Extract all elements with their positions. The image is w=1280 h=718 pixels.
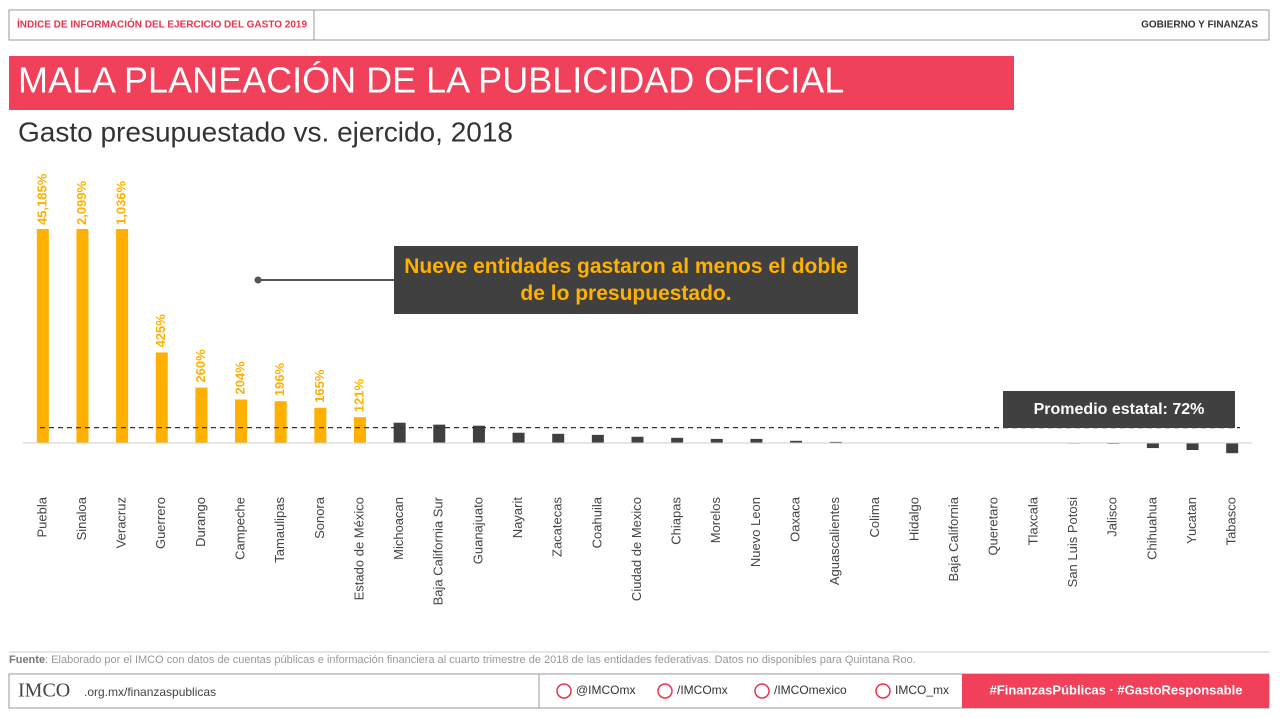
header-right: GOBIERNO Y FINANZAS (1141, 20, 1258, 31)
x-tick-label: Nayarit (510, 497, 525, 539)
hashtag-box (962, 674, 1269, 708)
x-tick-label: Baja California (946, 496, 961, 581)
x-tick-label: Yucatan (1184, 497, 1199, 544)
x-tick-label: Coahuila (589, 496, 604, 548)
bar (631, 436, 644, 443)
x-tick-label: Estado de México (351, 497, 366, 600)
value-label: 204% (232, 361, 247, 395)
x-tick-label: Sinaloa (74, 496, 89, 540)
facebook-icon (657, 683, 673, 699)
chart-title: MALA PLANEACIÓN DE LA PUBLICIDAD OFICIAL (18, 60, 844, 101)
x-tick-label: Sonora (312, 496, 327, 539)
header-left: ÍNDICE DE INFORMACIÓN DEL EJERCICIO DEL … (17, 18, 307, 31)
x-tick-label: Jalisco (1105, 497, 1120, 537)
x-tick-label: Chihuahua (1144, 496, 1159, 560)
x-tick-label: Tamaulipas (272, 497, 287, 563)
x-tick-label: Aguascalientes (827, 497, 842, 586)
x-tick-label: Guerrero (153, 497, 168, 549)
x-tick-label: Morelos (708, 497, 723, 544)
value-label: 260% (193, 349, 208, 383)
x-tick-label: Durango (193, 497, 208, 547)
x-tick-label: Ciudad de Mexico (629, 497, 644, 601)
footer-logo: IMCO (18, 680, 70, 702)
footer-instagram[interactable]: IMCO_mx (895, 683, 949, 697)
annotation: Nueve entidades gastaron al menos el dob… (404, 255, 848, 305)
bar (76, 229, 89, 443)
bar (1226, 442, 1239, 454)
instagram-icon (875, 683, 891, 699)
source-text: : Elaborado por el IMCO con datos de cue… (45, 654, 916, 666)
annotation-box (394, 246, 858, 314)
source: Fuente: Elaborado por el IMCO con datos … (9, 654, 916, 666)
bar (472, 425, 485, 443)
x-tick-label: San Luis Potosi (1065, 497, 1080, 587)
x-tick-label: Veracruz (114, 497, 129, 548)
twitter-icon (556, 683, 572, 699)
bar (591, 434, 604, 443)
bar (155, 352, 168, 443)
x-tick-label: Nuevo Leon (748, 497, 763, 567)
plot-area (36, 229, 1239, 454)
x-tick-label: Puebla (34, 496, 49, 537)
bar (353, 417, 366, 443)
value-label: 45,185% (34, 173, 49, 225)
bar (195, 387, 208, 443)
bar (1186, 442, 1199, 450)
chart-subtitle: Gasto presupuestado vs. ejercido, 2018 (18, 116, 513, 147)
bar (274, 401, 287, 443)
header-frame (8, 9, 1270, 41)
title-banner (9, 56, 1014, 110)
x-tick-label: Oaxaca (788, 496, 803, 542)
bar (36, 229, 49, 443)
bar (314, 407, 327, 443)
reference-box (1003, 391, 1235, 428)
reference-label: Promedio estatal: 72% (1034, 401, 1205, 418)
x-tick-label: Tabasco (1224, 497, 1239, 545)
bar (790, 440, 803, 443)
youtube-icon (754, 683, 770, 699)
footer-url: .org.mx/finanzaspublicas (84, 685, 216, 699)
value-label: 165% (312, 369, 327, 403)
annotation-wrap: Nueve entidades gastaron al menos el dob… (404, 255, 848, 305)
x-tick-label: Chiapas (669, 497, 684, 545)
x-tick-label: Tlaxcala (1025, 496, 1040, 545)
bar (512, 432, 525, 443)
value-label: 121% (351, 378, 366, 412)
value-label: 425% (153, 314, 168, 348)
x-tick-label: Baja California Sur (431, 496, 446, 605)
bar (710, 438, 723, 443)
annotation-dot (254, 276, 262, 284)
footer-facebook[interactable]: /IMCOmx (677, 683, 728, 697)
bar (393, 422, 406, 443)
footer-youtube[interactable]: /IMCOmexico (774, 683, 847, 697)
footer-twitter[interactable]: @IMCOmx (576, 683, 636, 697)
value-label: 1,036% (114, 180, 129, 225)
value-label: 2,099% (74, 180, 89, 225)
bar (116, 229, 129, 443)
x-tick-label: Colima (867, 496, 882, 537)
bar (552, 433, 565, 443)
bar (750, 438, 763, 443)
footer-hashtags: #FinanzasPúblicas · #GastoResponsable (990, 682, 1243, 697)
bar (1146, 442, 1159, 449)
bar (235, 399, 248, 443)
x-tick-label: Queretaro (986, 497, 1001, 556)
source-label: Fuente (9, 654, 45, 666)
bar (671, 437, 684, 443)
x-tick-label: Campeche (232, 497, 247, 560)
bar (433, 424, 446, 443)
x-tick-label: Guanajuato (470, 497, 485, 564)
x-tick-label: Michoacan (391, 497, 406, 560)
x-tick-label: Hidalgo (906, 497, 921, 541)
bar (829, 441, 842, 443)
x-tick-label: Zacatecas (550, 497, 565, 557)
value-label: 196% (272, 363, 287, 397)
